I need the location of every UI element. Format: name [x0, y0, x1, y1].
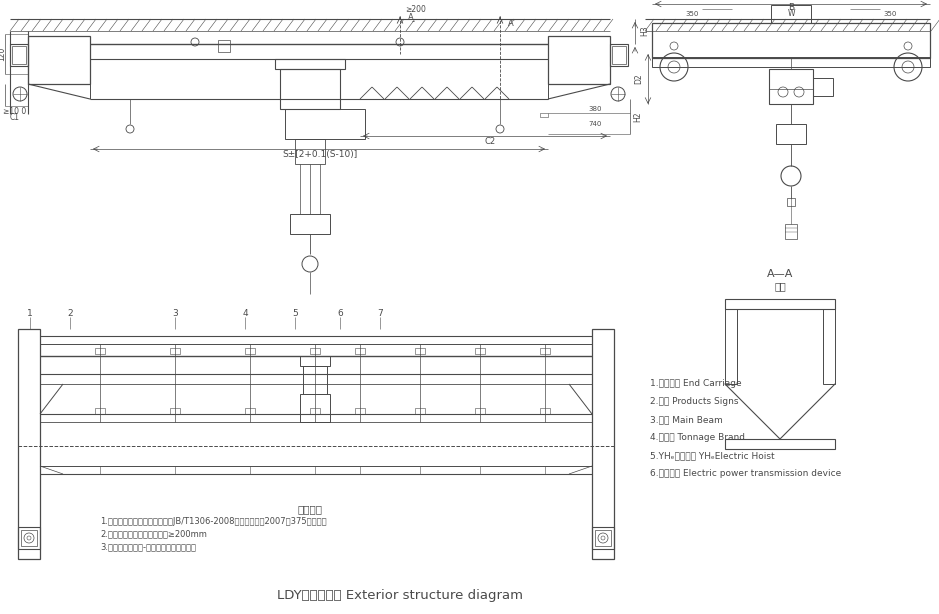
Text: S±[2+0.1(S-10)]: S±[2+0.1(S-10)]	[283, 149, 358, 158]
Bar	[725, 439, 835, 449]
Text: C1: C1	[10, 112, 20, 122]
Bar	[785, 224, 797, 239]
Bar	[612, 46, 626, 64]
Bar	[21, 530, 37, 546]
Bar	[218, 40, 230, 52]
Text: -: -	[412, 18, 415, 26]
Text: A’: A’	[508, 20, 516, 28]
Text: 6.输电装置 Electric power transmission device: 6.输电装置 Electric power transmission devic…	[650, 470, 841, 478]
Text: 2.厂房均应比起重机最高点高≥200mm: 2.厂房均应比起重机最高点高≥200mm	[100, 529, 207, 538]
Text: D2: D2	[634, 74, 643, 84]
Bar	[725, 309, 737, 384]
Bar	[310, 408, 320, 414]
Bar	[823, 309, 835, 384]
Bar	[415, 348, 425, 354]
Text: 1: 1	[27, 309, 33, 319]
Bar	[18, 527, 40, 549]
Bar	[300, 394, 330, 422]
Text: 2.锐牌 Products Signs: 2.锐牌 Products Signs	[650, 397, 738, 406]
Bar	[475, 408, 485, 414]
Bar	[787, 198, 795, 206]
Bar	[540, 408, 550, 414]
Bar	[769, 69, 813, 104]
Bar	[813, 78, 833, 96]
Text: ≥10 0: ≥10 0	[4, 107, 26, 117]
Text: H3: H3	[640, 26, 649, 36]
Bar	[540, 348, 550, 354]
Bar	[595, 530, 611, 546]
Bar	[355, 348, 365, 354]
Text: 3.主梁 Main Beam: 3.主梁 Main Beam	[650, 416, 723, 424]
Text: 4.吨位牌 Tonnage Brand: 4.吨位牌 Tonnage Brand	[650, 433, 745, 443]
Bar	[10, 44, 28, 66]
Bar	[475, 348, 485, 354]
Bar	[548, 36, 610, 84]
Bar	[592, 329, 614, 559]
Bar	[310, 348, 320, 354]
Text: H2: H2	[634, 112, 642, 122]
Bar	[285, 109, 365, 139]
Bar	[280, 69, 340, 109]
Text: B: B	[788, 2, 794, 12]
Bar	[275, 59, 345, 69]
Text: 120: 120	[0, 47, 7, 61]
Bar	[300, 356, 330, 366]
Bar	[290, 214, 330, 234]
Bar	[355, 408, 365, 414]
Text: 1.端梁装置 End Carriage: 1.端梁装置 End Carriage	[650, 379, 742, 389]
Text: 7: 7	[377, 309, 383, 319]
Bar	[540, 113, 548, 117]
Text: LDY外形结构图 Exterior structure diagram: LDY外形结构图 Exterior structure diagram	[277, 589, 523, 602]
Bar	[415, 408, 425, 414]
Text: 技术要求: 技术要求	[298, 504, 322, 514]
Bar	[18, 329, 40, 559]
Bar	[771, 5, 811, 23]
Bar	[28, 36, 90, 84]
Text: 3.操作方式：地控-遥控操作或遥控操作。: 3.操作方式：地控-遥控操作或遥控操作。	[100, 543, 196, 551]
Bar	[652, 57, 930, 67]
Text: 380: 380	[588, 106, 602, 112]
Text: A: A	[408, 14, 414, 23]
Text: 6: 6	[337, 309, 343, 319]
Text: A—A: A—A	[767, 269, 793, 279]
Text: 740: 740	[589, 121, 602, 127]
Bar	[12, 46, 26, 64]
Bar	[652, 23, 930, 58]
Bar	[170, 408, 180, 414]
Text: 放大: 放大	[774, 281, 786, 291]
Text: 5: 5	[292, 309, 298, 319]
Text: C2: C2	[485, 138, 496, 147]
Text: 350: 350	[685, 11, 699, 17]
Bar	[95, 348, 105, 354]
Bar	[725, 299, 835, 309]
Text: 4: 4	[242, 309, 248, 319]
Bar	[610, 44, 628, 66]
Bar	[95, 408, 105, 414]
Bar	[245, 408, 255, 414]
Bar	[592, 527, 614, 549]
Bar	[776, 124, 806, 144]
Bar	[295, 139, 325, 164]
Bar	[245, 348, 255, 354]
Text: 3: 3	[172, 309, 177, 319]
Text: W: W	[787, 9, 794, 18]
Text: 2: 2	[68, 309, 73, 319]
Text: 350: 350	[884, 11, 897, 17]
Text: 5.YHₑ电动葫芦 YHₑElectric Hoist: 5.YHₑ电动葫芦 YHₑElectric Hoist	[650, 451, 775, 460]
Bar	[170, 348, 180, 354]
Bar	[303, 366, 327, 394]
Text: ≥200: ≥200	[405, 6, 426, 15]
Text: 1.制造、安装、使用等均应符合JB/T1306-2008及质检办特（2007）375号文件。: 1.制造、安装、使用等均应符合JB/T1306-2008及质检办特（2007）3…	[100, 516, 327, 526]
